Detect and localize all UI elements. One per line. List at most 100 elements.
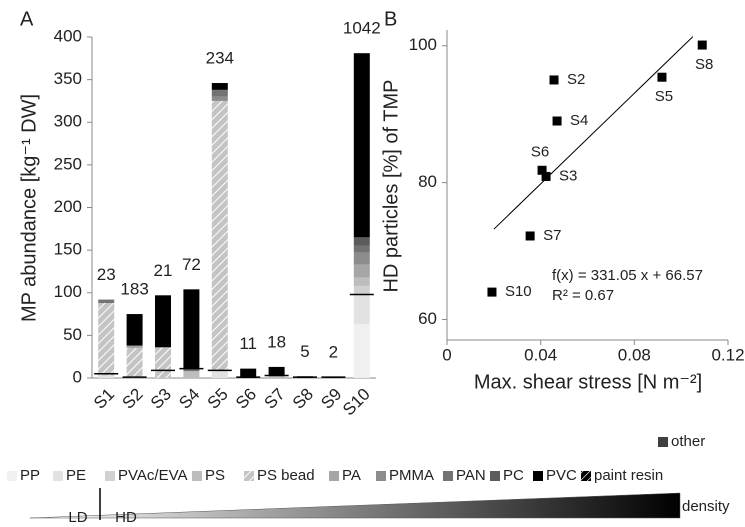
y-tick-label: 250: [54, 154, 82, 173]
bar-segment: [183, 289, 200, 369]
bar-segment: [183, 368, 200, 372]
bar-segment: [353, 324, 370, 378]
y-tick-label: 100: [54, 282, 82, 301]
bar-segment: [353, 252, 370, 265]
x-tick-label: S3: [147, 385, 175, 413]
bar-segment: [211, 96, 228, 101]
x-tick-label: S1: [90, 385, 118, 413]
x-axis-label: Max. shear stress [N m⁻²]: [474, 371, 702, 393]
fit-equation: f(x) = 331.05 x + 66.57: [552, 267, 703, 284]
legend-label: paint resin: [594, 467, 663, 484]
count-label: 1042: [343, 19, 381, 38]
point: [537, 165, 547, 175]
count-label: 23: [97, 265, 116, 284]
bar-segment: [126, 348, 143, 378]
legend-swatch: [376, 471, 386, 481]
x-tick-label: 0.08: [618, 345, 651, 364]
y-tick-label: 150: [54, 240, 82, 259]
point: [541, 171, 551, 181]
bar-segment: [353, 294, 370, 325]
x-tick-label: S4: [175, 385, 203, 413]
bar-segment: [353, 264, 370, 278]
count-label: 11: [239, 334, 257, 353]
bar-segment: [211, 89, 228, 97]
point: [697, 40, 707, 50]
legend-label: PMMA: [389, 467, 434, 484]
legend-swatch: [658, 437, 668, 447]
bar-segment: [98, 375, 115, 378]
y-tick-label: 0: [73, 367, 82, 386]
count-label: 2: [329, 343, 338, 362]
legend-label: PA: [342, 467, 361, 484]
y-tick-label: 100: [409, 35, 437, 54]
y-tick-label: 60: [418, 309, 437, 328]
point-label: S5: [655, 88, 673, 105]
bar-segment: [98, 302, 115, 376]
x-tick-label: S8: [289, 385, 317, 413]
panel-letter: B: [384, 8, 397, 30]
point: [525, 231, 535, 241]
bar-segment: [268, 366, 285, 376]
count-label: 18: [267, 332, 286, 351]
legend-label: PAN: [456, 467, 486, 484]
y-tick-label: 350: [54, 69, 82, 88]
legend-swatch: [7, 471, 17, 481]
y-tick-label: 80: [418, 172, 437, 191]
count-label: 183: [120, 280, 148, 299]
count-label: 21: [154, 261, 173, 280]
y-tick-label: 400: [54, 26, 82, 45]
point-label: S7: [543, 227, 561, 244]
point: [487, 287, 497, 297]
x-tick-label: 0.04: [524, 345, 557, 364]
legend-label: PVAc/EVA: [118, 467, 187, 484]
fit-r2: R² = 0.67: [552, 287, 614, 304]
bar-segment: [211, 83, 228, 90]
point: [657, 72, 667, 82]
x-tick-label: S2: [118, 385, 146, 413]
y-tick-label: 300: [54, 112, 82, 131]
bar-segment: [268, 375, 285, 378]
fit-line: [493, 36, 694, 230]
bar-segment: [155, 295, 171, 348]
count-label: 5: [300, 342, 309, 361]
legend-label: PC: [503, 467, 524, 484]
bar-segment: [183, 371, 200, 378]
legend-swatch: [490, 471, 500, 481]
legend-label: PVC: [546, 467, 577, 484]
y-tick-label: 200: [54, 197, 82, 216]
bar-segment: [353, 245, 370, 253]
bar-segment: [126, 314, 143, 346]
bar-segment: [353, 237, 370, 246]
legend-label: PE: [66, 467, 86, 484]
point-label: S10: [505, 283, 532, 300]
legend-swatch: [53, 471, 63, 481]
bar-segment: [240, 368, 257, 378]
legend-swatch: [443, 471, 453, 481]
legend-swatch: [533, 471, 543, 481]
point-label: S6: [531, 143, 549, 160]
legend-swatch: [192, 471, 202, 481]
panel-letter: A: [20, 8, 34, 30]
x-tick-label: 0.12: [711, 345, 744, 364]
x-tick-label: S5: [204, 385, 232, 413]
legend-label: other: [671, 433, 705, 450]
bar-segment: [211, 371, 228, 378]
bar-segment: [155, 347, 171, 378]
point-label: S4: [570, 112, 588, 129]
legend-label: PS: [205, 467, 225, 484]
density-title: density: [682, 498, 730, 515]
point: [549, 75, 559, 85]
x-tick-label: S6: [232, 385, 260, 413]
legend-swatch: [329, 471, 339, 481]
count-label: 72: [182, 255, 201, 274]
y-axis-label: MP abundance [kg⁻¹ DW]: [18, 94, 40, 322]
y-tick-label: 50: [63, 325, 82, 344]
legend-label: PP: [20, 467, 40, 484]
point-label: S2: [567, 71, 585, 88]
bar-segment: [353, 285, 370, 295]
x-tick-label: 0: [442, 345, 451, 364]
legend-swatch: [105, 471, 115, 481]
bar-segment: [211, 100, 228, 372]
x-tick-label: S7: [260, 385, 288, 413]
